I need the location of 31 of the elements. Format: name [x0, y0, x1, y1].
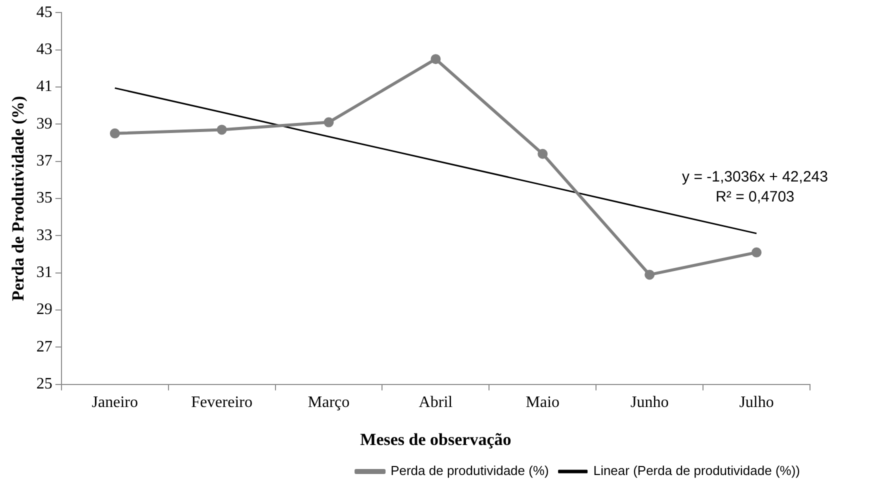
point — [752, 247, 762, 258]
point — [324, 117, 334, 128]
y-tick-label: 27 — [36, 338, 52, 356]
y-tick-label: 29 — [36, 301, 52, 318]
point — [216, 124, 227, 135]
annotation: y = -1,3036x + 42,243 — [682, 168, 828, 186]
y-tick-label: 39 — [36, 115, 52, 132]
y-tick-label: 35 — [36, 190, 52, 207]
y-tick-label: 31 — [36, 264, 52, 282]
point — [110, 128, 120, 138]
point — [430, 54, 441, 64]
y-tick-label: 45 — [36, 4, 52, 21]
legend-label: Linear (Perda de produtividade (%)) — [593, 463, 800, 478]
x-tick-label: Julho — [739, 394, 774, 412]
x-tick-label: Janeiro — [92, 394, 138, 412]
annotation: R² = 0,4703 — [716, 188, 794, 206]
legend-label: Perda de produtividade (%) — [390, 463, 549, 478]
x-tick-label: Fevereiro — [191, 394, 252, 412]
y-tick-label: 25 — [36, 376, 52, 393]
x-tick-label: Maio — [526, 394, 560, 412]
point — [538, 148, 548, 159]
x-tick-label: Março — [308, 394, 350, 412]
y-tick-label: 33 — [36, 226, 52, 244]
point — [644, 270, 655, 280]
x-axis-title: Meses de observação — [360, 430, 512, 450]
y-tick-label: 41 — [36, 78, 52, 96]
x-tick-label: Abril — [418, 394, 454, 412]
y-axis-title: Perda de Produtividade (%) — [8, 96, 28, 302]
y-tick-label: 37 — [36, 152, 52, 170]
x-tick-label: Junho — [630, 394, 669, 412]
y-tick-label: 43 — [36, 40, 52, 58]
